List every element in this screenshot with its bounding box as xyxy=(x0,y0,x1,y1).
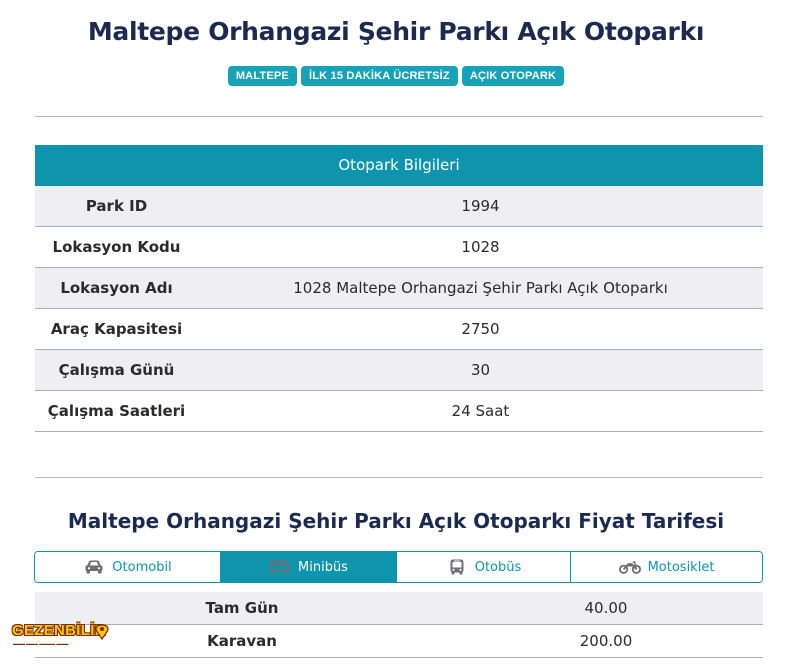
logo-text: GEZENBİLİR xyxy=(12,622,106,639)
tab-otobus[interactable]: Otobüs xyxy=(397,552,571,582)
tab-otomobil[interactable]: Otomobil xyxy=(35,552,221,582)
vehicle-tabs: Otomobil Minibüs Otobüs xyxy=(34,551,763,583)
table-row: Çalışma Saatleri 24 Saat xyxy=(35,391,763,432)
map-pin-icon xyxy=(95,624,109,640)
parking-info-table: Otopark Bilgileri Park ID 1994 Lokasyon … xyxy=(35,145,763,432)
table-row: Park ID 1994 xyxy=(35,186,763,227)
row-value: 1994 xyxy=(461,197,500,215)
bus-icon xyxy=(450,559,464,575)
row-label: Çalışma Saatleri xyxy=(47,402,186,420)
table-row: Karavan 200.00 xyxy=(35,625,763,658)
tab-label: Otomobil xyxy=(112,559,172,575)
price-label: Karavan xyxy=(207,632,277,650)
table-row: Tam Gün 40.00 xyxy=(35,592,763,625)
row-label: Lokasyon Adı xyxy=(60,279,173,297)
row-label: Park ID xyxy=(85,197,148,215)
table-row: Çalışma Günü 30 xyxy=(35,350,763,391)
info-table-header: Otopark Bilgileri xyxy=(35,145,763,186)
row-value: 30 xyxy=(470,361,491,379)
price-table: Tam Gün 40.00 Karavan 200.00 xyxy=(35,592,763,658)
motorcycle-icon xyxy=(618,561,641,574)
divider xyxy=(35,477,763,478)
tab-label: Motosiklet xyxy=(647,559,715,575)
page-title: Maltepe Orhangazi Şehir Parkı Açık Otopa… xyxy=(87,17,705,46)
free-period-badge[interactable]: İLK 15 DAKİKA ÜCRETSİZ xyxy=(300,66,458,86)
car-icon xyxy=(85,560,103,574)
tariff-title: Maltepe Orhangazi Şehir Parkı Açık Otopa… xyxy=(67,509,725,533)
row-label: Lokasyon Kodu xyxy=(52,238,181,256)
table-row: Araç Kapasitesi 2750 xyxy=(35,309,763,350)
row-value: 2750 xyxy=(461,320,500,338)
site-logo-watermark: GEZENBİLİR ▬▬▬ ▬▬▬ ▬▬▬▬ ▬▬▬ xyxy=(12,622,110,652)
badge-list: MALTEPE İLK 15 DAKİKA ÜCRETSİZ AÇIK OTOP… xyxy=(0,66,792,86)
price-value: 200.00 xyxy=(579,632,633,650)
tab-motosiklet[interactable]: Motosiklet xyxy=(571,552,762,582)
row-value: 1028 Maltepe Orhangazi Şehir Parkı Açık … xyxy=(293,279,668,297)
minibus-icon xyxy=(269,560,291,574)
table-row: Lokasyon Kodu 1028 xyxy=(35,227,763,268)
divider xyxy=(35,116,763,117)
table-row: Lokasyon Adı 1028 Maltepe Orhangazi Şehi… xyxy=(35,268,763,309)
logo-tagline: ▬▬▬ ▬▬▬ ▬▬▬▬ ▬▬▬ xyxy=(13,641,69,646)
row-value: 1028 xyxy=(461,238,500,256)
row-label: Araç Kapasitesi xyxy=(50,320,183,338)
price-value: 40.00 xyxy=(584,599,628,617)
district-badge[interactable]: MALTEPE xyxy=(227,66,297,86)
tab-minibus[interactable]: Minibüs xyxy=(221,552,397,582)
tab-label: Otobüs xyxy=(474,559,522,575)
row-value: 24 Saat xyxy=(451,402,510,420)
row-label: Çalışma Günü xyxy=(58,361,175,379)
parking-type-badge[interactable]: AÇIK OTOPARK xyxy=(461,66,565,86)
price-label: Tam Gün xyxy=(205,599,279,617)
tab-label: Minibüs xyxy=(298,559,348,575)
